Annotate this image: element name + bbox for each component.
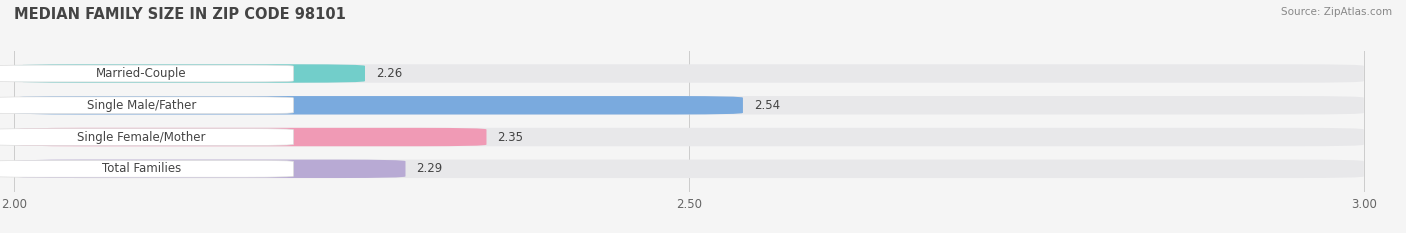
FancyBboxPatch shape (14, 96, 1364, 114)
FancyBboxPatch shape (0, 160, 294, 177)
FancyBboxPatch shape (14, 64, 1364, 83)
FancyBboxPatch shape (0, 129, 294, 145)
FancyBboxPatch shape (14, 128, 486, 146)
FancyBboxPatch shape (14, 64, 366, 83)
Text: 2.35: 2.35 (498, 130, 523, 144)
Text: 2.54: 2.54 (754, 99, 780, 112)
FancyBboxPatch shape (14, 160, 1364, 178)
Text: Single Female/Mother: Single Female/Mother (77, 130, 205, 144)
Text: Total Families: Total Families (103, 162, 181, 175)
Text: 2.29: 2.29 (416, 162, 443, 175)
Text: Married-Couple: Married-Couple (96, 67, 187, 80)
Text: MEDIAN FAMILY SIZE IN ZIP CODE 98101: MEDIAN FAMILY SIZE IN ZIP CODE 98101 (14, 7, 346, 22)
FancyBboxPatch shape (0, 97, 294, 114)
FancyBboxPatch shape (14, 160, 405, 178)
Text: Single Male/Father: Single Male/Father (87, 99, 197, 112)
Text: 2.26: 2.26 (375, 67, 402, 80)
FancyBboxPatch shape (0, 65, 294, 82)
FancyBboxPatch shape (14, 96, 742, 114)
Text: Source: ZipAtlas.com: Source: ZipAtlas.com (1281, 7, 1392, 17)
FancyBboxPatch shape (14, 128, 1364, 146)
